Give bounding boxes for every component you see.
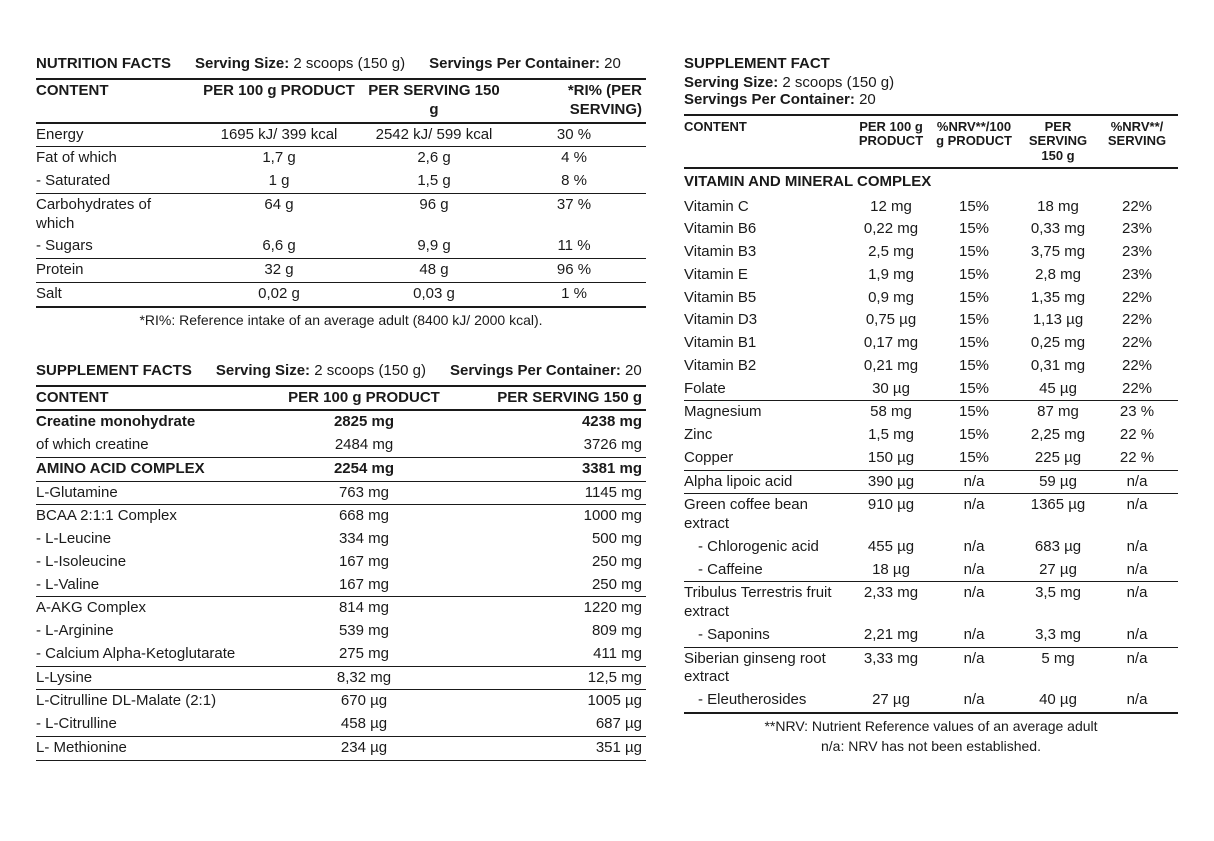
table-row: Siberian ginseng root extract3,33 mgn/a5… [684,647,1178,689]
nrv-foot2: n/a: NRV has not been established. [684,738,1178,754]
col-content: CONTENT [36,79,196,123]
nutrition-title: NUTRITION FACTS [36,55,171,72]
table-row: Energy1695 kJ/ 399 kcal2542 kJ/ 599 kcal… [36,123,646,147]
table-row: Magnesium58 mg15%87 mg23 % [684,401,1178,424]
supp-left-table: CONTENT PER 100 g PRODUCT PER SERVING 15… [36,385,646,761]
nrv-foot1: **NRV: Nutrient Reference values of an a… [684,718,1178,734]
table-row: - Caffeine18 µgn/a27 µgn/a [684,559,1178,582]
table-row: - L-Leucine334 mg500 mg [36,528,646,551]
vitamin-section: VITAMIN AND MINERAL COMPLEX [684,168,1178,196]
table-row: - L-Isoleucine167 mg250 mg [36,551,646,574]
table-row: Copper150 µg15%225 µg22 % [684,447,1178,470]
table-row: - Chlorogenic acid455 µgn/a683 µgn/a [684,536,1178,559]
table-row: Vitamin E1,9 mg15%2,8 mg23% [684,264,1178,287]
table-row: L-Citrulline DL-Malate (2:1)670 µg1005 µ… [36,690,646,713]
table-row: BCAA 2:1:1 Complex668 mg1000 mg [36,505,646,528]
col-perserv: PER SERVING 150 g [366,79,506,123]
table-row: Alpha lipoic acid390 µgn/a59 µgn/a [684,470,1178,494]
table-row: - Saturated1 g1,5 g8 % [36,170,646,193]
table-row: Vitamin C12 mg15%18 mg22% [684,196,1178,219]
table-row: - Eleutherosides27 µgn/a40 µgn/a [684,689,1178,713]
table-row: Creatine monohydrate2825 mg4238 mg [36,410,646,434]
table-row: Protein32 g48 g96 % [36,259,646,283]
table-row: Vitamin B10,17 mg15%0,25 mg22% [684,332,1178,355]
table-row: - Sugars6,6 g9,9 g11 % [36,235,646,258]
table-row: Vitamin D30,75 µg15%1,13 µg22% [684,309,1178,332]
table-row: Tribulus Terrestris fruit extract2,33 mg… [684,582,1178,624]
table-row: - Calcium Alpha-Ketoglutarate275 mg411 m… [36,643,646,666]
table-row: Carbohydrates of which64 g96 g37 % [36,193,646,235]
table-row: A-AKG Complex814 mg1220 mg [36,597,646,620]
table-row: - L-Citrulline458 µg687 µg [36,713,646,736]
table-row: Zinc1,5 mg15%2,25 mg22 % [684,424,1178,447]
table-row: - L-Arginine539 mg809 mg [36,620,646,643]
supp-right-title: SUPPLEMENT FACT [684,55,1178,72]
nutrition-table: CONTENT PER 100 g PRODUCT PER SERVING 15… [36,78,646,308]
supp-right-table: CONTENT PER 100 g PRODUCT %NRV**/100 g P… [684,114,1178,714]
table-row: Vitamin B50,9 mg15%1,35 mg22% [684,287,1178,310]
serving-size: 2 scoops (150 g) [293,55,405,72]
supp-left-header: SUPPLEMENT FACTS Serving Size: 2 scoops … [36,362,646,379]
servings-per: 20 [604,55,621,72]
servings-per-label: Servings Per Container: [429,55,600,72]
table-row: Fat of which1,7 g2,6 g4 % [36,147,646,170]
nutrition-foot: *RI%: Reference intake of an average adu… [36,312,646,328]
table-row: L-Lysine8,32 mg12,5 mg [36,666,646,690]
table-row: Salt0,02 g0,03 g1 % [36,282,646,306]
table-row: Vitamin B20,21 mg15%0,31 mg22% [684,355,1178,378]
table-row: Folate30 µg15%45 µg22% [684,378,1178,401]
col-per100: PER 100 g PRODUCT [196,79,366,123]
table-row: L-Glutamine763 mg1145 mg [36,481,646,505]
col-ri: *RI% (PER SERVING) [506,79,646,123]
table-row: Vitamin B60,22 mg15%0,33 mg23% [684,218,1178,241]
supp-left-title: SUPPLEMENT FACTS [36,362,192,379]
table-row: AMINO ACID COMPLEX2254 mg3381 mg [36,457,646,481]
nutrition-header: NUTRITION FACTS Serving Size: 2 scoops (… [36,55,646,72]
serving-size-label: Serving Size: [195,55,289,72]
table-row: Green coffee bean extract910 µgn/a1365 µ… [684,494,1178,536]
table-row: - L-Valine167 mg250 mg [36,574,646,597]
table-row: Vitamin B32,5 mg15%3,75 mg23% [684,241,1178,264]
table-row: L- Methionine234 µg351 µg [36,736,646,760]
table-row: - Saponins2,21 mgn/a3,3 mgn/a [684,624,1178,647]
table-row: of which creatine2484 mg3726 mg [36,434,646,457]
